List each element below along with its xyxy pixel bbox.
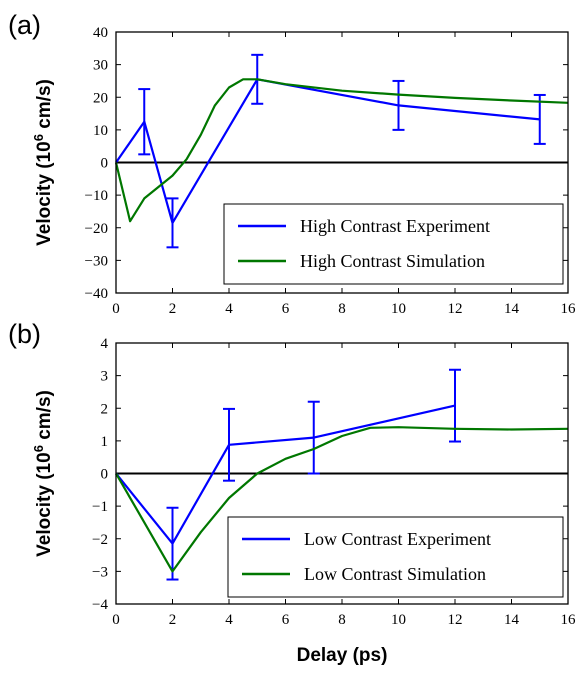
- y-tick-label: 4: [101, 336, 109, 352]
- y-tick-label: −20: [85, 221, 108, 237]
- y-tick-label: 3: [101, 369, 109, 385]
- y-axis-label: Velocity (106 cm/s): [31, 390, 55, 557]
- x-tick-label: 0: [112, 301, 120, 317]
- y-axis-label-exponent: 6: [31, 134, 46, 141]
- legend: Low Contrast Experiment Low Contrast Simu…: [227, 516, 564, 598]
- y-tick-label: 30: [93, 58, 108, 74]
- y-axis-label: Velocity (106 cm/s): [31, 79, 55, 246]
- y-axis-label-main: Velocity (10: [34, 141, 55, 246]
- y-tick-label: −10: [85, 188, 108, 204]
- y-tick-label: −3: [92, 564, 108, 580]
- y-tick-label: −2: [92, 532, 108, 548]
- x-tick-label: 6: [282, 301, 290, 317]
- x-tick-label: 14: [504, 612, 520, 628]
- x-tick-label: 12: [448, 301, 463, 317]
- legend-entry: High Contrast Experiment: [300, 216, 490, 236]
- chart-panel-a: (a) 0 2 4 6 8 10 12 14 16 −40 −30 −20 −10 0 10 20 30 40 Hig…: [8, 10, 576, 317]
- series-line-simulation: [114, 78, 569, 223]
- x-tick-label: 14: [504, 301, 520, 317]
- x-axis-label: Delay (ps): [297, 645, 388, 666]
- y-tick-label: −40: [85, 286, 108, 302]
- x-tick-label: 8: [338, 612, 346, 628]
- plot-frame: [115, 342, 569, 605]
- legend-entry: Low Contrast Experiment: [304, 529, 491, 549]
- x-tick-label: 2: [169, 301, 177, 317]
- y-axis-label-main: Velocity (10: [34, 452, 55, 557]
- y-tick-label: 0: [101, 156, 109, 172]
- x-tick-label: 10: [391, 612, 406, 628]
- x-tick-label: 0: [112, 612, 120, 628]
- legend-box: [227, 516, 564, 598]
- panel-label: (b): [8, 319, 41, 349]
- y-tick-label: 0: [101, 467, 109, 483]
- y-tick-label: −30: [85, 253, 108, 269]
- x-tick-label: 10: [391, 301, 406, 317]
- y-tick-label: 1: [101, 434, 109, 450]
- y-axis-label-unit: cm/s): [34, 79, 55, 134]
- series-line-simulation: [115, 426, 569, 573]
- x-tick-label: 12: [448, 612, 463, 628]
- y-tick-label: 2: [101, 401, 109, 417]
- y-tick-label: 40: [93, 25, 108, 41]
- series-line-experiment: [115, 78, 540, 224]
- x-tick-label: 16: [561, 612, 577, 628]
- y-axis-label-exponent: 6: [31, 445, 46, 452]
- legend-entry: High Contrast Simulation: [300, 251, 485, 271]
- plot-frame: [115, 31, 569, 294]
- y-tick-label: 20: [93, 90, 108, 106]
- x-tick-label: 4: [225, 612, 233, 628]
- y-tick-label: 10: [93, 123, 108, 139]
- legend-box: [223, 203, 564, 285]
- x-tick-label: 4: [225, 301, 233, 317]
- y-axis-label-unit: cm/s): [34, 390, 55, 445]
- x-tick-label: 2: [169, 612, 177, 628]
- y-tick-label: −1: [92, 499, 108, 515]
- x-tick-label: 16: [561, 301, 577, 317]
- x-tick-label: 8: [338, 301, 346, 317]
- y-tick-label: −4: [92, 597, 108, 613]
- panel-label: (a): [8, 10, 41, 40]
- legend-entry: Low Contrast Simulation: [304, 564, 486, 584]
- x-tick-label: 6: [282, 612, 290, 628]
- legend: High Contrast Experiment High Contrast Si…: [223, 203, 564, 285]
